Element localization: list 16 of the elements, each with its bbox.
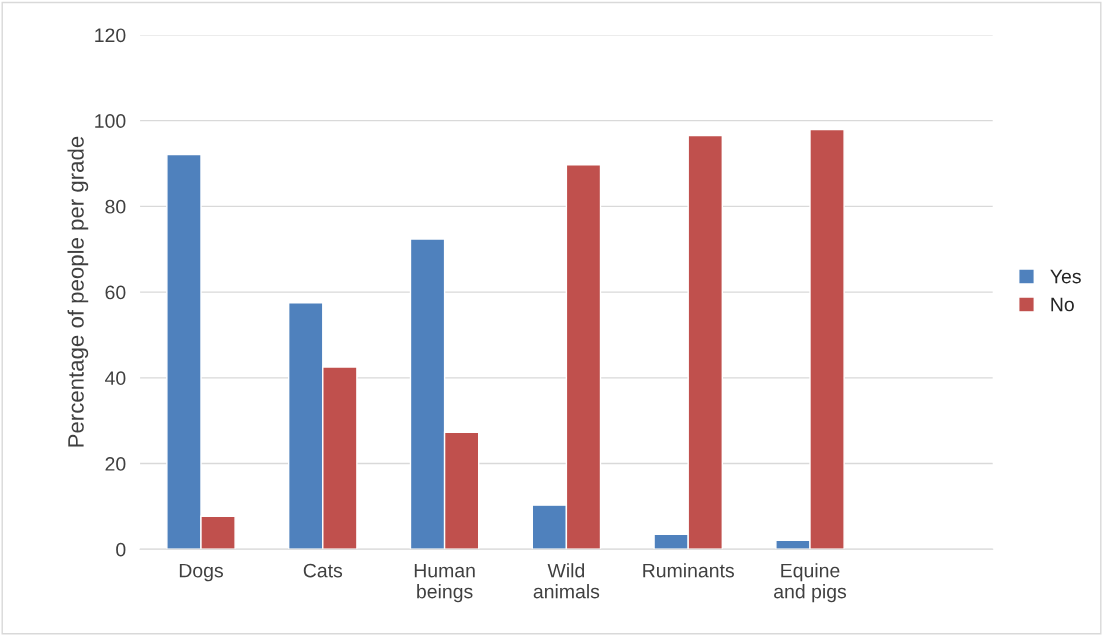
y-axis-title: Percentage of people per grade [67, 136, 89, 447]
y-tick-label: 40 [105, 371, 126, 386]
y-tick-label: 100 [95, 114, 126, 128]
legend-label: No [1051, 297, 1074, 312]
x-tick-label: Cats [303, 563, 343, 578]
y-tick-label: 0 [116, 542, 126, 557]
x-tick-label: Human beings [414, 563, 475, 603]
x-tick-label: Equine and pigs [774, 563, 847, 603]
y-tick-label: 60 [105, 285, 126, 300]
x-tick-label: Wild animals [533, 563, 600, 599]
x-tick-label: Dogs [179, 563, 223, 582]
y-tick-label: 20 [105, 457, 126, 471]
legend-label: Yes [1050, 269, 1081, 284]
x-tick-label: Ruminants [643, 563, 734, 578]
y-tick-label: 80 [105, 199, 126, 214]
y-tick-label: 120 [95, 28, 126, 43]
